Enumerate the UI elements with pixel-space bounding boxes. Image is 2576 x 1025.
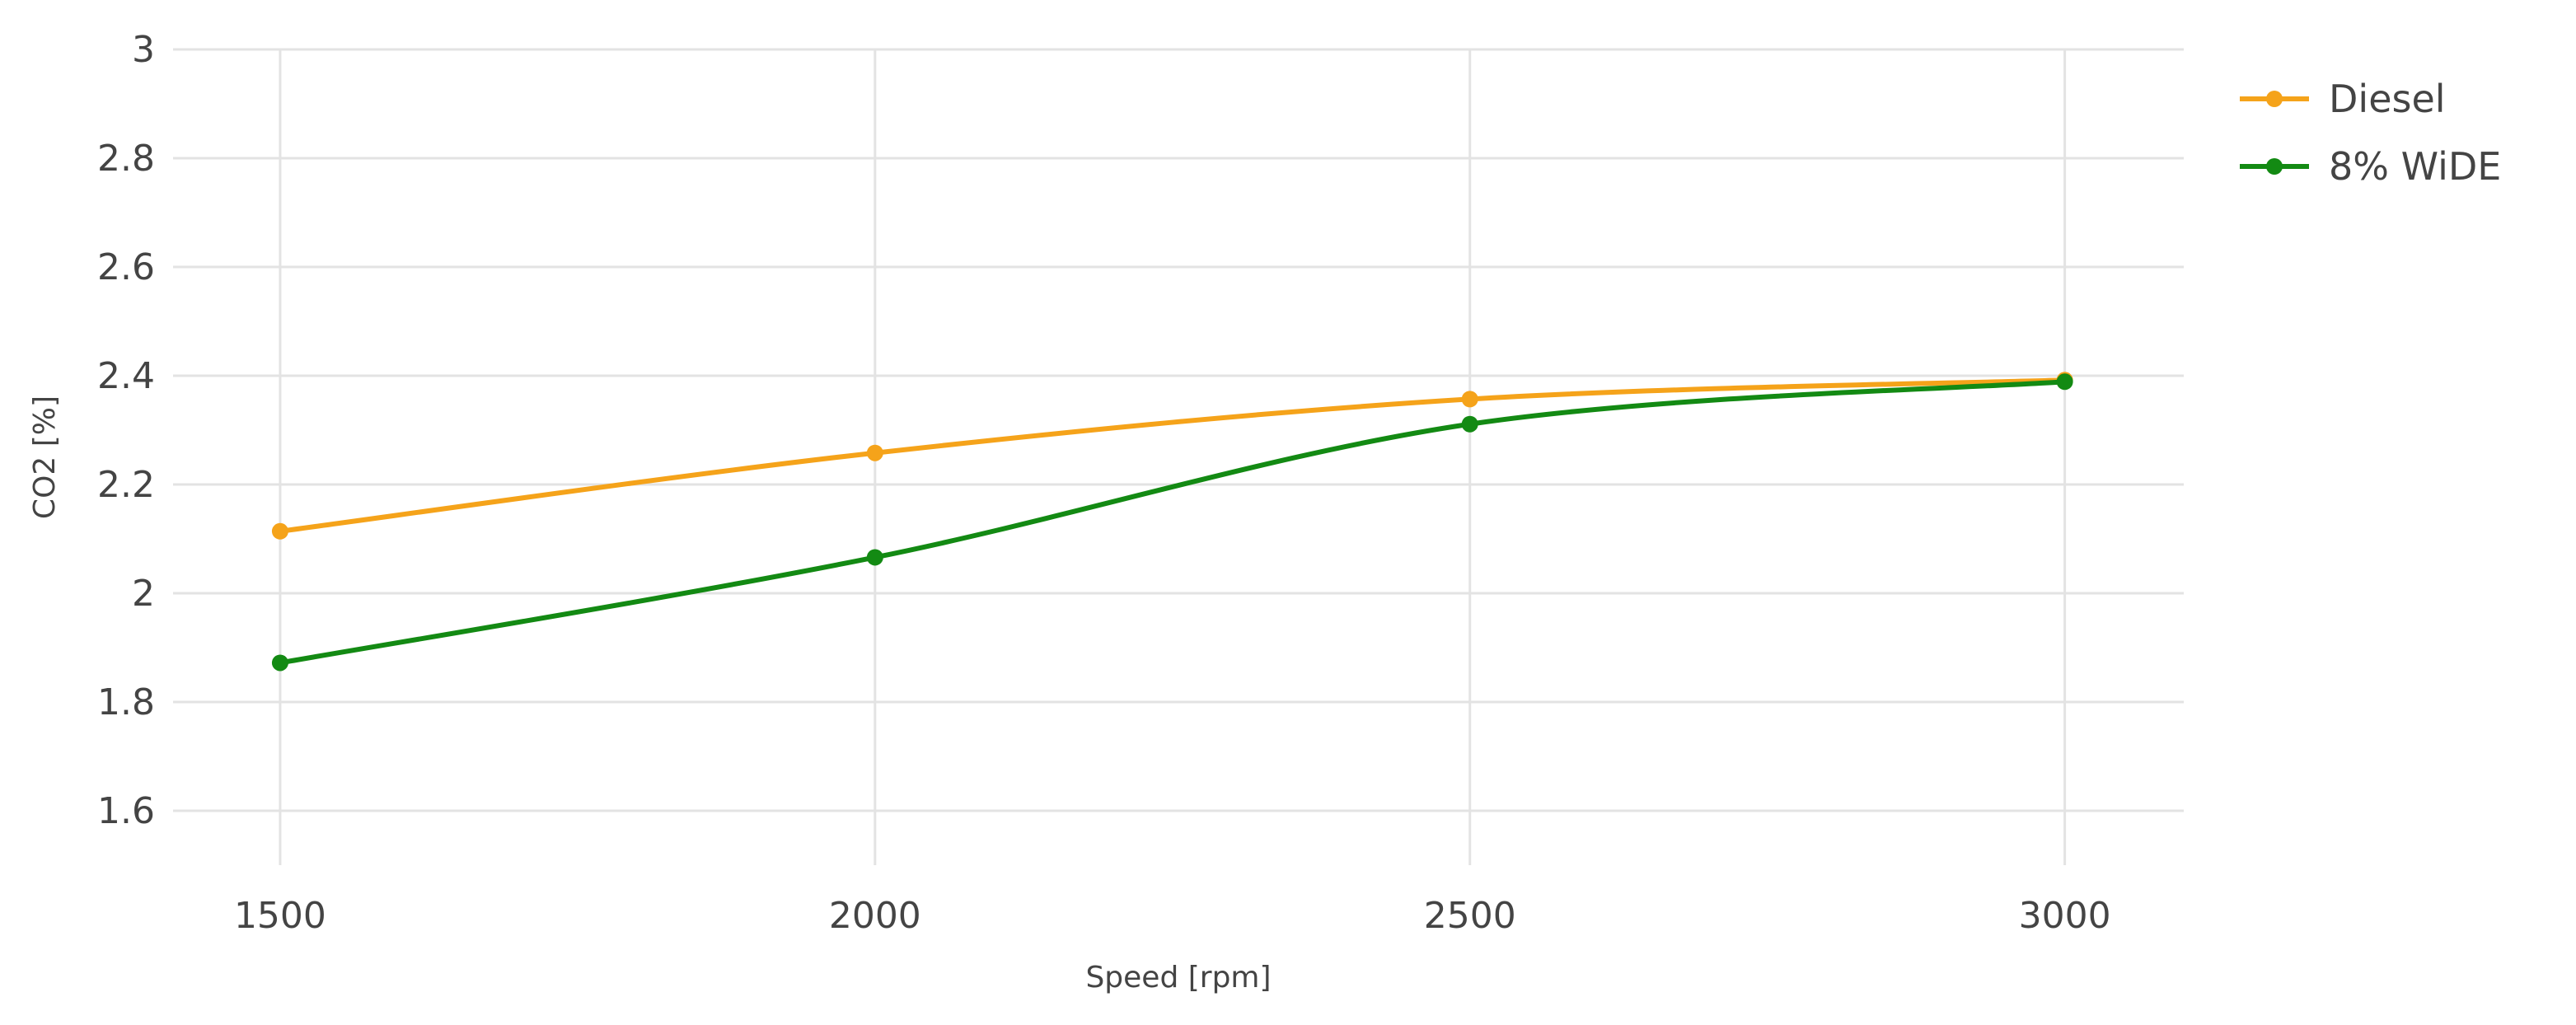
- x-tick-label: 1500: [234, 895, 326, 937]
- legend-swatch-marker: [2266, 158, 2283, 175]
- y-tick-label: 2.6: [97, 246, 155, 288]
- y-tick-label: 1.8: [97, 681, 155, 723]
- axes: Speed [rpm] CO2 [%] 1.6 1.8 2 2.2 2.4 2.6 2.8 3…: [28, 29, 2111, 995]
- legend-swatch-marker: [2266, 91, 2283, 107]
- series-layer: [271, 372, 2073, 672]
- x-tick-label: 2000: [829, 895, 921, 937]
- grid: [173, 48, 2184, 865]
- y-tick-label: 2.4: [97, 355, 155, 397]
- data-point[interactable]: [1461, 391, 1478, 408]
- legend[interactable]: Diesel 8% WiDE: [2240, 77, 2501, 189]
- y-tick-label: 3: [132, 29, 155, 71]
- y-tick-label: 2.2: [97, 464, 155, 506]
- y-tick-label: 2: [132, 573, 155, 615]
- x-tick-label: 3000: [2019, 895, 2111, 937]
- legend-item[interactable]: 8% WiDE: [2240, 144, 2501, 189]
- data-point[interactable]: [271, 522, 288, 540]
- legend-label: Diesel: [2329, 77, 2446, 121]
- legend-label: 8% WiDE: [2329, 144, 2501, 189]
- x-tick-label: 2500: [1424, 895, 1516, 937]
- series-line-1: [277, 379, 2068, 666]
- data-point[interactable]: [866, 444, 883, 461]
- legend-item[interactable]: Diesel: [2240, 77, 2446, 121]
- y-tick-label: 2.8: [97, 138, 155, 180]
- data-point[interactable]: [271, 654, 288, 672]
- data-point[interactable]: [866, 549, 883, 566]
- x-axis-title: Speed [rpm]: [1085, 961, 1271, 995]
- y-axis-title: CO2 [%]: [28, 395, 62, 519]
- series-line-0: [277, 377, 2068, 534]
- data-point[interactable]: [1461, 415, 1478, 433]
- y-tick-label: 1.6: [97, 790, 155, 832]
- data-point[interactable]: [2056, 373, 2073, 391]
